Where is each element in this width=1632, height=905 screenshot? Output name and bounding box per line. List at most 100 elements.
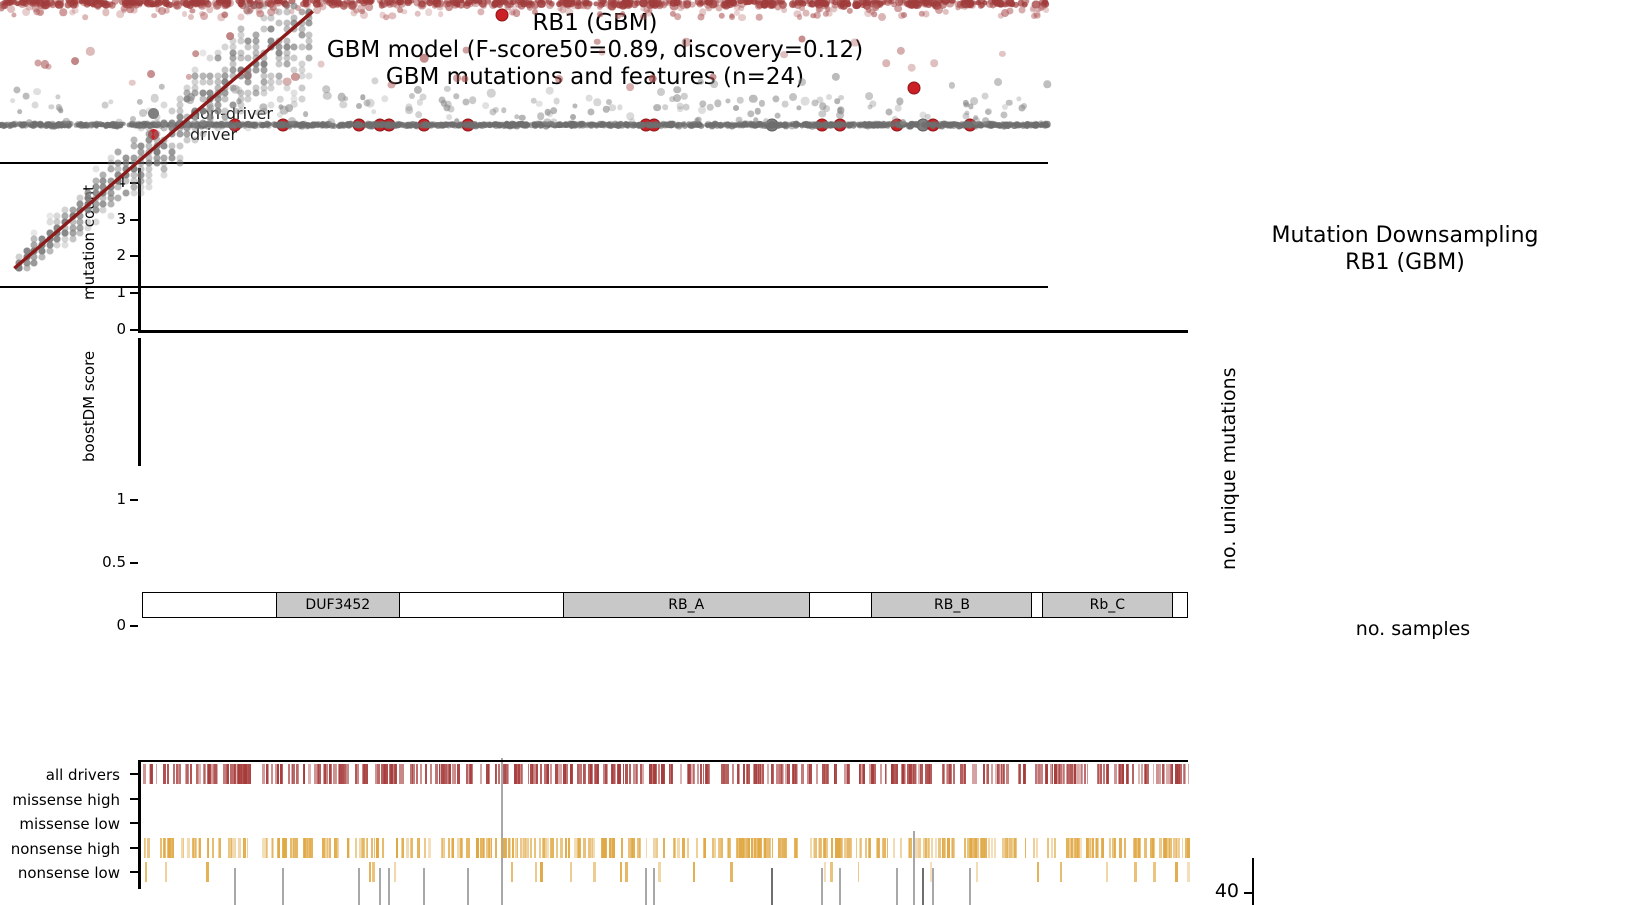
lollipop-stem xyxy=(501,757,503,905)
annotation-tick xyxy=(448,764,451,784)
annotation-tick xyxy=(660,764,664,784)
annotation-tick xyxy=(429,764,432,784)
annotation-tick xyxy=(1069,837,1072,858)
boostdm-point xyxy=(1033,12,1041,19)
annotation-tick xyxy=(271,837,274,858)
boostdm-point xyxy=(653,103,661,112)
annotation-tick xyxy=(143,764,146,784)
annotation-tick xyxy=(640,764,642,784)
annotation-tick xyxy=(302,837,306,858)
boostdm-point xyxy=(405,106,414,115)
boostdm-point xyxy=(555,74,564,83)
annotation-tick xyxy=(206,837,209,858)
annotation-tick xyxy=(908,837,912,858)
annotation-tick xyxy=(762,764,764,784)
annotation-tick xyxy=(1175,837,1177,858)
annotation-tick xyxy=(376,837,379,858)
annotation-tick xyxy=(186,764,189,784)
annotation-tick xyxy=(332,764,336,784)
boostdm-point xyxy=(510,121,517,128)
boostdm-point xyxy=(598,48,606,56)
boostdm-point xyxy=(319,122,325,128)
annotation-tick xyxy=(751,837,753,858)
annotation-tick xyxy=(929,862,932,882)
boostdm-point xyxy=(662,104,668,110)
annotation-tick xyxy=(592,862,596,882)
annotation-tick xyxy=(862,764,865,784)
annotation-tick xyxy=(815,764,818,784)
boostdm-point xyxy=(365,3,373,12)
annotation-tick xyxy=(1073,764,1076,784)
annotation-track-tick xyxy=(130,822,138,824)
protein-domain[interactable]: RB_B xyxy=(871,593,1033,617)
annotation-tick xyxy=(547,764,549,784)
boostdm-point xyxy=(704,122,711,129)
boostdm-point xyxy=(1007,120,1014,127)
boostdm-point xyxy=(365,98,375,108)
lollipop-stem xyxy=(645,868,648,905)
annotation-tick xyxy=(381,837,385,858)
annotation-track-topline xyxy=(138,760,1188,762)
protein-domain[interactable]: DUF3452 xyxy=(275,593,400,617)
annotation-tick xyxy=(801,764,804,784)
boostdm-ytick-mark xyxy=(130,625,138,627)
annotation-tick xyxy=(1073,837,1076,858)
protein-domain-label: Rb_C xyxy=(1089,597,1126,613)
annotation-track-row xyxy=(140,789,1188,809)
annotation-tick xyxy=(758,837,762,858)
boostdm-point xyxy=(997,122,1005,130)
lollipop-marker[interactable] xyxy=(907,81,921,95)
annotation-tick xyxy=(418,837,421,858)
annotation-tick xyxy=(247,764,251,784)
boostdm-ytick-label: 0 xyxy=(116,616,126,634)
annotation-tick xyxy=(1002,764,1005,784)
boostdm-point xyxy=(453,74,462,83)
annotation-tick xyxy=(972,764,975,784)
annotation-tick xyxy=(168,837,172,858)
annotation-tick xyxy=(963,837,967,858)
annotation-tick xyxy=(1091,837,1095,858)
annotation-tick xyxy=(396,837,399,858)
boostdm-point xyxy=(1018,6,1026,14)
annotation-tick xyxy=(633,764,635,784)
annotation-tick xyxy=(199,764,201,784)
lollipop-marker[interactable] xyxy=(495,8,509,22)
boostdm-point xyxy=(646,122,652,128)
annotation-tick xyxy=(1159,837,1163,858)
annotation-tick xyxy=(906,764,909,784)
downsampling-ytick-mark xyxy=(1244,892,1252,894)
boostdm-point xyxy=(618,121,626,129)
boostdm-point xyxy=(878,12,886,21)
annotation-tick xyxy=(593,764,596,784)
annotation-tick xyxy=(569,764,573,784)
boostdm-point xyxy=(657,122,663,129)
annotation-tick xyxy=(934,837,938,858)
boostdm-point xyxy=(528,122,534,129)
protein-domain[interactable]: RB_A xyxy=(562,593,810,617)
annotation-tick xyxy=(279,764,282,784)
annotation-tick xyxy=(1086,764,1088,784)
annotation-tick xyxy=(534,862,538,882)
lollipop-stem xyxy=(653,868,656,905)
protein-domain[interactable]: Rb_C xyxy=(1041,593,1174,617)
annotation-tick xyxy=(695,837,698,858)
annotation-tick xyxy=(1051,837,1053,858)
boostdm-point xyxy=(585,94,593,102)
annotation-tick xyxy=(318,764,321,784)
annotation-tick xyxy=(1056,764,1059,784)
annotation-tick xyxy=(745,837,749,858)
annotation-track-label: nonsense low xyxy=(17,864,120,882)
legend-label-driver: driver xyxy=(190,125,238,144)
annotation-tick xyxy=(813,837,817,858)
boostdm-point xyxy=(907,63,917,73)
annotation-tick xyxy=(1045,764,1048,784)
boostdm-point xyxy=(657,87,666,96)
annotation-track-label: all drivers xyxy=(45,766,120,784)
downsampling-title: Mutation Downsampling RB1 (GBM) xyxy=(1195,222,1615,276)
boostdm-ylabel: boostDM score xyxy=(80,350,98,462)
annotation-tick xyxy=(720,837,723,858)
annotation-tick xyxy=(947,764,950,784)
annotation-tick xyxy=(556,837,558,858)
annotation-tick xyxy=(420,764,422,784)
annotation-tick xyxy=(373,837,376,858)
